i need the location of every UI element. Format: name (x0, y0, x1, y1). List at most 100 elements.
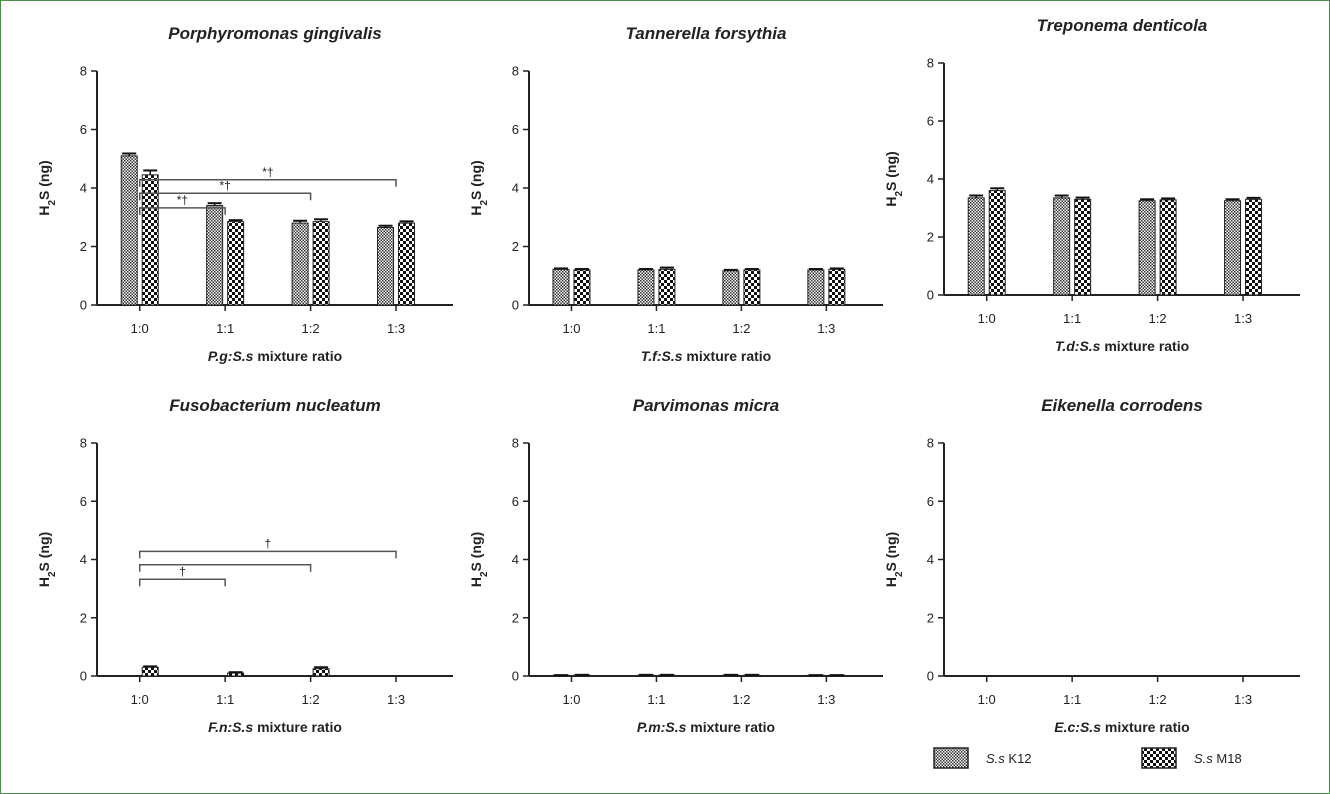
significance-label: *† (219, 178, 230, 192)
y-tick-label: 0 (80, 298, 87, 313)
bar (312, 668, 330, 677)
y-tick-label: 6 (512, 494, 519, 509)
y-tick-label: 6 (512, 122, 519, 137)
chart-title: Treponema denticola (1037, 16, 1208, 35)
y-axis-label-subscript: 2 (894, 571, 905, 577)
bar (312, 221, 330, 306)
y-axis-label-main: H (36, 577, 52, 587)
bar (637, 269, 655, 306)
y-tick-label: 0 (512, 298, 519, 313)
y-tick-label: 4 (927, 552, 934, 567)
y-axis-label: H2S (ng) (36, 160, 58, 215)
x-axis-label: T.d:S.s mixture ratio (1055, 338, 1189, 354)
y-axis-label-subscript: 2 (894, 191, 905, 197)
significance-bracket (138, 179, 397, 187)
bar (227, 672, 245, 677)
y-axis-label-subscript: 2 (479, 571, 490, 577)
y-axis-label: H2S (ng) (468, 160, 490, 215)
y-axis-label-main: H (883, 197, 899, 207)
bar (227, 221, 245, 306)
x-tick-label: 1:1 (216, 321, 234, 336)
y-axis-label: H2S (ng) (36, 532, 58, 587)
y-tick-label: 0 (512, 669, 519, 684)
y-tick-label: 2 (512, 610, 519, 625)
chart-title: Fusobacterium nucleatum (169, 396, 381, 415)
x-tick-label: 1:3 (817, 692, 835, 707)
x-axis-label-suffix: mixture ratio (253, 348, 342, 364)
y-axis-label-main: H (36, 206, 52, 216)
y-tick-label: 4 (512, 181, 519, 196)
significance-label: *† (177, 193, 188, 207)
bar (1159, 199, 1177, 296)
bar (807, 269, 825, 306)
x-tick-label: 1:2 (302, 692, 320, 707)
bar (743, 269, 761, 306)
y-tick-label: 4 (80, 552, 87, 567)
y-tick-label: 6 (927, 494, 934, 509)
y-tick-label: 6 (80, 494, 87, 509)
x-tick-label: 1:0 (978, 692, 996, 707)
bar (1138, 200, 1156, 296)
y-tick-label: 0 (927, 288, 934, 303)
x-tick-label: 1:2 (732, 321, 750, 336)
x-tick-label: 1:0 (562, 692, 580, 707)
x-axis-label: T.f:S.s mixture ratio (641, 348, 771, 364)
legend: S.s K12 S.s M18 (933, 747, 1242, 769)
y-tick-label: 8 (512, 64, 519, 79)
x-tick-label: 1:3 (1234, 692, 1252, 707)
y-tick-label: 4 (80, 181, 87, 196)
legend-label-suffix: M18 (1213, 751, 1242, 766)
x-tick-label: 1:3 (387, 321, 405, 336)
significance-label: *† (262, 165, 273, 179)
y-axis-label-rest: S (ng) (883, 532, 899, 572)
x-tick-label: 1:1 (647, 692, 665, 707)
bar (1224, 200, 1242, 296)
bar (967, 197, 985, 296)
y-axis-label-main: H (468, 577, 484, 587)
x-axis-label-suffix: mixture ratio (683, 348, 772, 364)
y-tick-label: 0 (927, 669, 934, 684)
y-tick-label: 8 (927, 436, 934, 451)
x-axis-label: E.c:S.s mixture ratio (1054, 719, 1189, 735)
y-axis-label-subscript: 2 (479, 200, 490, 206)
y-tick-label: 6 (927, 114, 934, 129)
bar (141, 666, 159, 677)
y-axis-label: H2S (ng) (883, 532, 905, 587)
bar (1074, 198, 1092, 296)
x-axis-label-suffix: mixture ratio (253, 719, 342, 735)
x-tick-label: 1:1 (1063, 692, 1081, 707)
y-tick-label: 6 (80, 122, 87, 137)
y-tick-label: 0 (80, 669, 87, 684)
x-tick-label: 1:0 (131, 321, 149, 336)
x-axis-label-prefix: F.n:S.s (208, 719, 253, 735)
y-tick-label: 4 (512, 552, 519, 567)
x-axis-label: P.g:S.s mixture ratio (208, 348, 342, 364)
bar (206, 205, 224, 306)
significance-bracket (138, 578, 226, 587)
x-axis-label: P.m:S.s mixture ratio (637, 719, 775, 735)
x-tick-label: 1:3 (817, 321, 835, 336)
bar (988, 190, 1006, 296)
x-tick-label: 1:0 (562, 321, 580, 336)
x-axis-label-prefix: T.f:S.s (641, 348, 683, 364)
significance-bracket (138, 207, 226, 215)
x-tick-label: 1:0 (978, 311, 996, 326)
legend-swatch (933, 747, 969, 769)
bar (658, 268, 676, 306)
legend-label-prefix: S.s (1194, 751, 1213, 766)
x-tick-label: 1:1 (647, 321, 665, 336)
significance-bracket (138, 550, 397, 559)
chart-title: Porphyromonas gingivalis (168, 24, 382, 43)
bar (573, 269, 591, 306)
x-tick-label: 1:1 (1063, 311, 1081, 326)
legend-label-suffix: K12 (1005, 751, 1032, 766)
y-axis-label-main: H (883, 577, 899, 587)
y-axis-label-rest: S (ng) (36, 160, 52, 200)
y-tick-label: 8 (80, 436, 87, 451)
y-axis-label-subscript: 2 (47, 200, 58, 206)
y-tick-label: 2 (80, 239, 87, 254)
